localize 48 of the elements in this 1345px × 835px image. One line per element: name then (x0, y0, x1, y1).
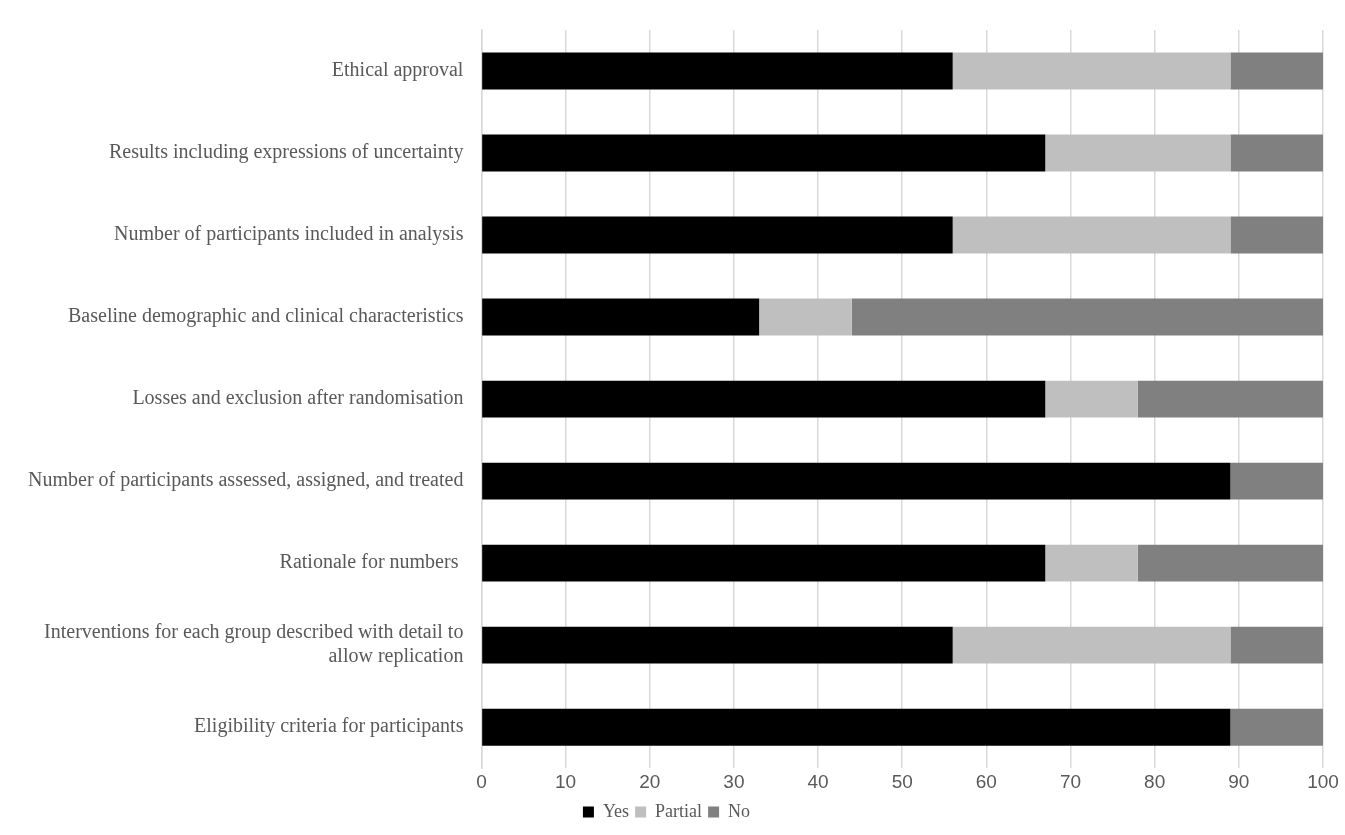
legend-label: Yes (602, 800, 630, 821)
bar (952, 52, 1231, 90)
x-tick-label: 40 (807, 770, 829, 792)
bar (1230, 134, 1323, 172)
bar (1045, 380, 1138, 418)
x-tick-label: 0 (476, 770, 487, 792)
y-tick-label: Baseline demographic and clinical characteristics (68, 304, 464, 328)
bar (1230, 216, 1323, 254)
y-tick-label: Results including expressions of uncertainty (109, 140, 464, 164)
bar (482, 52, 953, 90)
bar (1230, 52, 1323, 90)
bar (482, 626, 953, 664)
bar (952, 216, 1231, 254)
bar (1230, 708, 1323, 746)
x-tick-label: 70 (1059, 770, 1082, 792)
legend-label: No (728, 800, 751, 821)
x-tick-label: 50 (891, 770, 913, 792)
bar (1045, 134, 1231, 172)
bar (1045, 544, 1138, 582)
bar (952, 626, 1231, 664)
y-tick-label: Eligibility criteria for participants (194, 714, 464, 738)
x-tick-label: 80 (1144, 770, 1166, 792)
y-tick-label: Ethical approval (331, 58, 464, 82)
x-tick-label: 20 (639, 770, 661, 792)
x-tick-label: 60 (975, 770, 997, 792)
y-tick-label: Number of participants included in analysis (114, 222, 464, 246)
y-tick-label: Number of participants assessed, assigned, and treated (28, 468, 464, 492)
x-tick-label: 30 (723, 770, 745, 792)
bar (482, 134, 1046, 172)
bar (1230, 462, 1323, 500)
bar (482, 462, 1231, 500)
bar (1137, 380, 1323, 418)
bar (482, 298, 760, 336)
bar (482, 380, 1046, 418)
x-tick-label: 10 (555, 770, 577, 792)
bar (1230, 626, 1323, 664)
x-tick-label: 100 (1307, 770, 1339, 792)
bar (482, 708, 1231, 746)
x-tick-label: 90 (1228, 770, 1250, 792)
bar (851, 298, 1323, 336)
y-tick-label: Rationale for numbers (279, 550, 464, 573)
bar (1137, 544, 1323, 582)
bar (482, 544, 1046, 582)
y-tick-label: Losses and exclusion after randomisation (132, 386, 464, 409)
bar (759, 298, 852, 336)
bar (482, 216, 953, 254)
y-tick-label: Interventions for each group described with detail to allow replication (44, 620, 464, 668)
legend-label: Partial (655, 800, 703, 821)
